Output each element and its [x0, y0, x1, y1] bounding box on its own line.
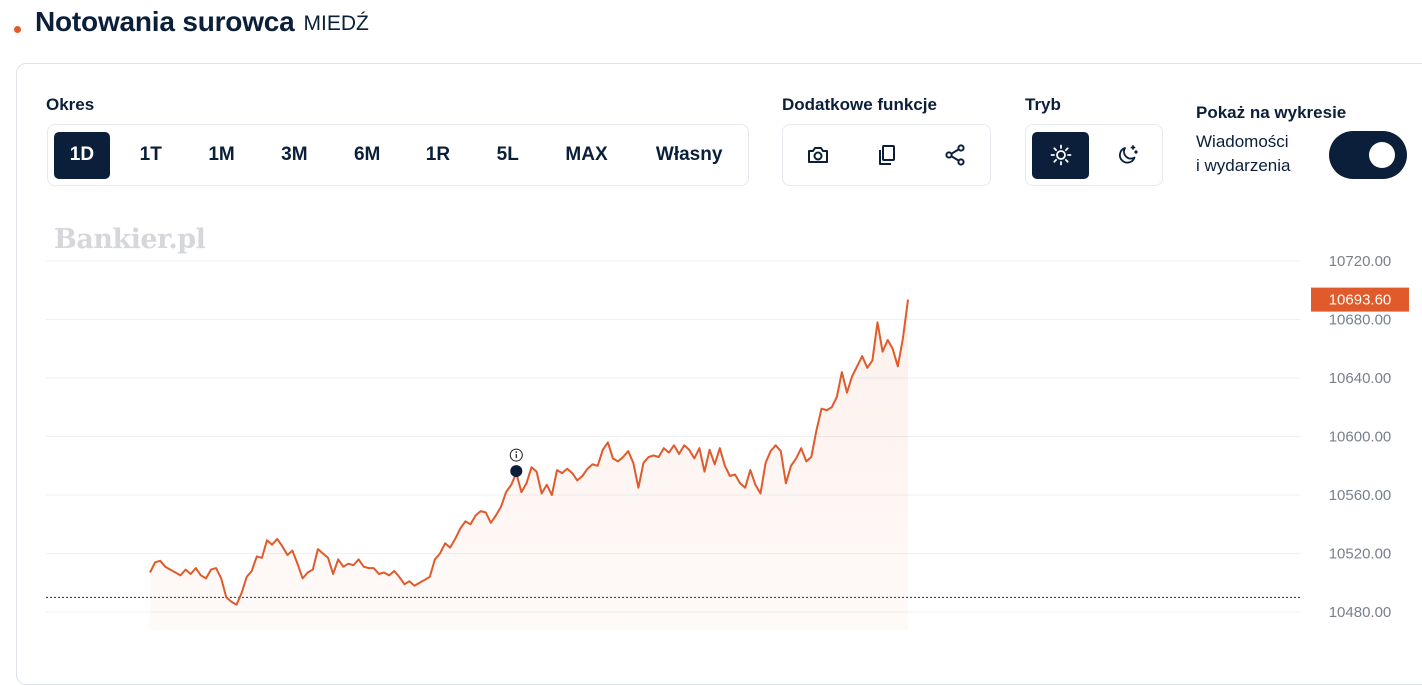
y-tick-label: 10480.00 — [1329, 604, 1392, 621]
info-icon-dot — [515, 451, 518, 453]
share-button[interactable] — [927, 132, 983, 179]
period-custom-button[interactable]: Własny — [655, 144, 723, 165]
page-title: Notowania surowca — [35, 6, 295, 37]
news-events-toggle[interactable] — [1329, 131, 1407, 179]
sun-icon — [1050, 144, 1071, 166]
period-max-button[interactable]: MAX — [565, 144, 608, 165]
y-tick-label: 10680.00 — [1329, 312, 1392, 329]
share-icon — [945, 144, 965, 166]
show-on-chart-label: Pokaż na wykresie — [1196, 103, 1347, 122]
price-chart[interactable]: 10720.00 10680.00 10640.00 10600.00 10560.00… — [0, 0, 1422, 630]
period-1m-button[interactable]: 1M — [208, 144, 235, 165]
news-events-line1: Wiadomości — [1196, 132, 1289, 151]
period-3m-button[interactable]: 3M — [281, 144, 308, 165]
mode-label: Tryb — [1025, 95, 1061, 114]
period-selector: 1D 1T 1M 3M 6M 1R 5L MAX Własny — [47, 124, 749, 186]
price-line — [149, 299, 909, 606]
period-label: Okres — [46, 95, 95, 114]
y-tick-label: 10520.00 — [1329, 546, 1392, 563]
y-tick-label: 10720.00 — [1329, 253, 1392, 270]
period-1d-button[interactable]: 1D — [54, 131, 110, 179]
extra-functions-label: Dodatkowe funkcje — [782, 95, 937, 114]
page-header: Notowania surowca MIEDŹ — [14, 2, 369, 42]
toggle-knob — [1369, 142, 1395, 168]
period-1r-button[interactable]: 1R — [425, 144, 451, 165]
news-events-label: Wiadomości i wydarzenia — [1196, 130, 1291, 178]
y-tick-label: 10600.00 — [1329, 429, 1392, 446]
mode-group — [1025, 124, 1163, 186]
last-price-badge — [1311, 287, 1409, 312]
screenshot-button[interactable] — [790, 132, 846, 179]
y-tick-label: 10640.00 — [1329, 370, 1392, 387]
period-1t-button[interactable]: 1T — [139, 144, 162, 165]
commodity-name: MIEDŹ — [303, 12, 369, 35]
period-6m-button[interactable]: 6M — [353, 144, 381, 165]
price-area — [150, 299, 908, 630]
news-events-line2: i wydarzenia — [1196, 156, 1291, 175]
y-tick-label: 10560.00 — [1329, 487, 1392, 504]
copy-button[interactable] — [859, 132, 915, 179]
info-icon[interactable] — [509, 448, 523, 462]
period-5l-button[interactable]: 5L — [496, 144, 519, 165]
dark-mode-button[interactable] — [1099, 132, 1156, 179]
light-mode-button[interactable] — [1032, 131, 1089, 179]
bankier-watermark: Bankier.pl — [54, 224, 206, 255]
header-dot — [14, 25, 21, 33]
copy-icon — [878, 145, 895, 165]
last-price-label: 10693.60 — [1329, 292, 1392, 309]
camera-icon — [808, 147, 828, 163]
extra-functions-group — [782, 124, 991, 186]
event-marker — [510, 465, 523, 478]
moon-icon — [1118, 145, 1138, 164]
